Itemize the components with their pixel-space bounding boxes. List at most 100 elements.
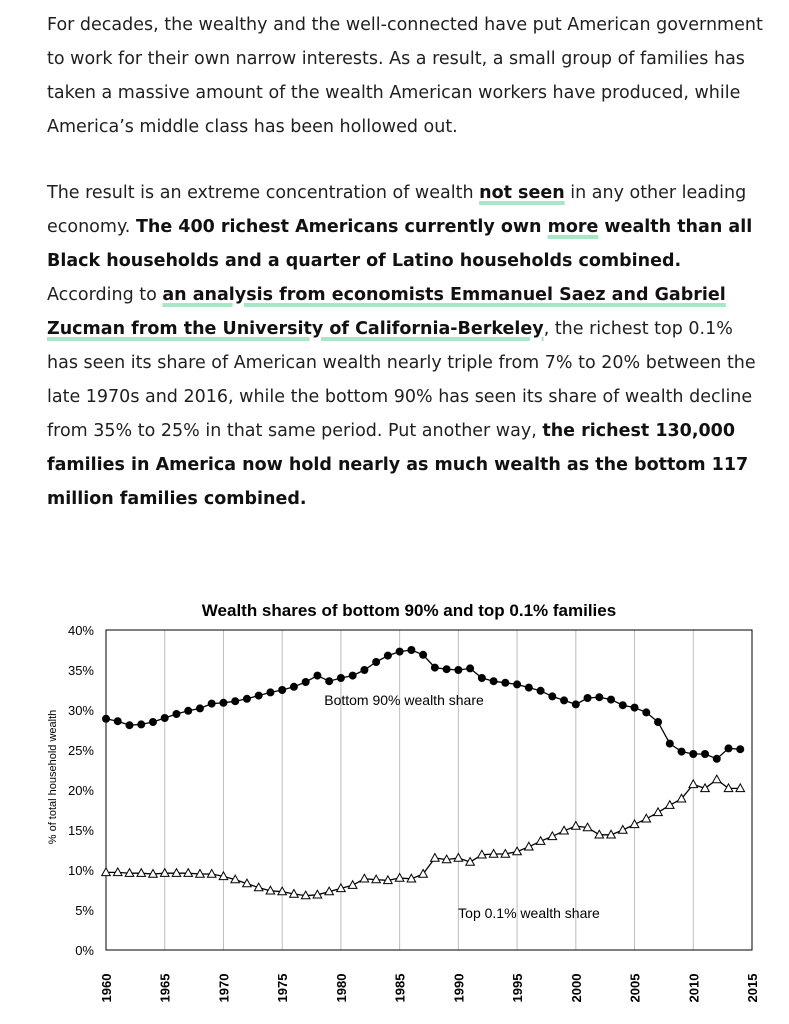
top-0-1-point bbox=[558, 825, 570, 835]
link-saez-zucman-analysis[interactable]: an analysis from economists Emmanuel Sae… bbox=[47, 285, 726, 339]
top-0-1-point bbox=[159, 867, 170, 877]
y-tick-label: 0% bbox=[75, 943, 94, 958]
top-0-1-point bbox=[582, 822, 593, 832]
bottom-90-point bbox=[254, 691, 263, 700]
bottom-90-point bbox=[207, 699, 216, 708]
top-0-1-point bbox=[523, 841, 534, 851]
link-more[interactable]: more bbox=[547, 217, 599, 237]
top-0-1-point bbox=[429, 852, 441, 862]
bottom-90-point bbox=[102, 714, 110, 723]
bottom-90-point bbox=[313, 671, 322, 680]
top-0-1-point bbox=[335, 882, 347, 893]
bottom-90-point bbox=[278, 686, 287, 694]
top-0-1-point bbox=[629, 818, 640, 829]
x-tick-label: 1975 bbox=[275, 974, 290, 1003]
article-paragraph-1: For decades, the wealthy and the well-co… bbox=[47, 15, 763, 137]
chart-grid bbox=[164, 630, 694, 950]
top-0-1-point bbox=[441, 854, 452, 864]
y-tick-label: 25% bbox=[68, 743, 94, 758]
top-0-1-point bbox=[617, 824, 628, 834]
bottom-90-point bbox=[289, 682, 298, 691]
top-0-1-point bbox=[265, 885, 276, 895]
bottom-90-point bbox=[454, 666, 463, 674]
y-tick-label: 15% bbox=[68, 823, 94, 838]
series-layer bbox=[100, 646, 746, 900]
bottom-90-point bbox=[677, 747, 686, 756]
bottom-90-point bbox=[172, 710, 181, 718]
top-0-1-point bbox=[347, 879, 358, 889]
text-span: in any other leading economy. bbox=[47, 183, 747, 237]
top-0-1-point bbox=[711, 774, 722, 784]
top-0-1-point bbox=[500, 848, 511, 858]
top-0-1-point bbox=[676, 793, 687, 803]
bottom-90-point bbox=[360, 666, 369, 674]
top-0-1-point bbox=[382, 874, 394, 885]
top-0-1-point bbox=[194, 868, 206, 878]
article-paragraph-2: The result is an extreme concentration o… bbox=[47, 176, 763, 516]
bottom-90-point bbox=[536, 686, 545, 695]
top-0-1-point bbox=[230, 874, 241, 884]
y-axis-label: % of total household wealth bbox=[47, 710, 59, 845]
top-0-1-point bbox=[183, 867, 194, 877]
top-0-1-point bbox=[476, 849, 488, 859]
top-0-1-point bbox=[359, 873, 370, 883]
bottom-90-point bbox=[642, 708, 651, 717]
bottom-90-point bbox=[724, 744, 733, 753]
top-0-1-point bbox=[312, 889, 323, 899]
bottom-90-point bbox=[184, 706, 193, 715]
bottom-90-point bbox=[125, 721, 134, 730]
top-0-1-point bbox=[241, 878, 253, 888]
bottom-90-point bbox=[325, 677, 334, 686]
x-tick-label: 2000 bbox=[569, 974, 584, 1003]
y-tick-label: 30% bbox=[68, 703, 94, 718]
y-axis: 0% 5% 10% 15% 20% 25% 30% 35% 40% bbox=[68, 623, 94, 958]
top-0-1-point bbox=[206, 868, 217, 878]
y-tick-label: 10% bbox=[68, 863, 94, 878]
bottom-90-point bbox=[372, 658, 381, 666]
bottom-90-point bbox=[689, 750, 698, 758]
bottom-90-point bbox=[477, 674, 486, 682]
bottom-90-point bbox=[665, 739, 674, 748]
x-tick-label: 1960 bbox=[99, 974, 114, 1003]
annotation-top-0-1: Top 0.1% wealth share bbox=[458, 905, 600, 921]
bottom-90-point bbox=[301, 678, 310, 686]
bottom-90-point bbox=[148, 718, 157, 726]
bottom-90-point bbox=[489, 677, 498, 686]
bottom-90-point bbox=[419, 650, 428, 659]
top-0-1-point bbox=[664, 799, 675, 809]
bottom-90-point bbox=[571, 700, 580, 709]
annotation-bottom-90: Bottom 90% wealth share bbox=[324, 692, 484, 708]
top-0-1-line bbox=[106, 778, 741, 897]
y-tick-label: 40% bbox=[68, 623, 94, 638]
top-0-1-point bbox=[394, 872, 405, 882]
top-0-1-point bbox=[735, 782, 746, 793]
top-0-1-point bbox=[605, 829, 617, 839]
bottom-90-point bbox=[336, 674, 345, 682]
top-0-1-point bbox=[723, 782, 734, 793]
top-0-1-point bbox=[277, 886, 288, 896]
bottom-90-point bbox=[348, 671, 357, 680]
x-tick-label: 1970 bbox=[216, 974, 231, 1003]
wealth-share-chart: Wealth shares of bottom 90% and top 0.1%… bbox=[47, 601, 760, 1003]
bottom-90-point bbox=[736, 745, 745, 754]
top-0-1-point bbox=[406, 873, 417, 883]
bottom-90-point bbox=[607, 695, 616, 704]
x-axis: 1960 1965 1970 1975 1980 1985 1990 1995 2000 2005… bbox=[99, 974, 760, 1003]
bottom-90-point bbox=[501, 678, 510, 687]
bottom-90-point bbox=[595, 693, 604, 702]
link-not-seen[interactable]: not seen bbox=[479, 183, 565, 203]
bottom-90-point bbox=[701, 750, 710, 758]
top-0-1-point bbox=[688, 778, 699, 789]
x-tick-label: 2005 bbox=[628, 974, 643, 1003]
top-0-1-point bbox=[218, 870, 229, 881]
top-0-1-point bbox=[147, 868, 159, 878]
x-tick-label: 1985 bbox=[393, 974, 408, 1003]
bottom-90-point bbox=[160, 714, 169, 722]
bottom-90-point bbox=[712, 754, 721, 763]
bold-span: The 400 richest Americans currently own … bbox=[47, 217, 752, 271]
top-0-1-point bbox=[453, 852, 464, 862]
bottom-90-point bbox=[195, 704, 204, 713]
x-tick-label: 1995 bbox=[510, 974, 525, 1003]
top-0-1-point bbox=[699, 782, 711, 793]
top-0-1-point bbox=[488, 848, 499, 858]
